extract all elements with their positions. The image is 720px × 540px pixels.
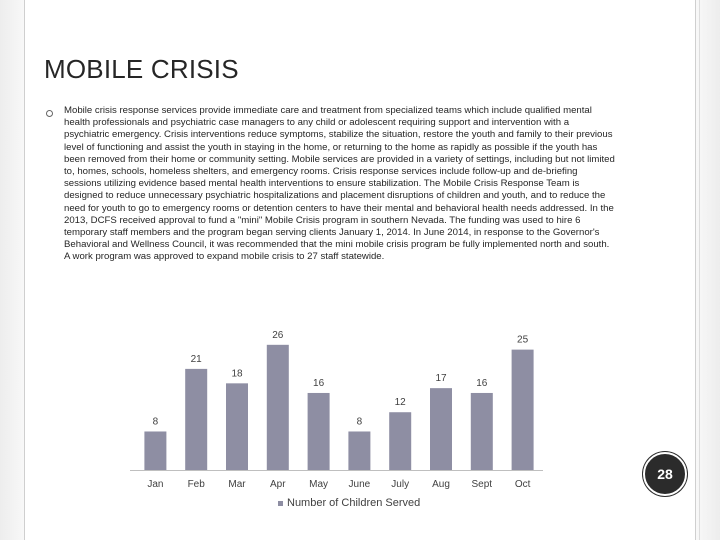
- x-tick-may: May: [309, 479, 328, 490]
- x-tick-sept: Sept: [472, 479, 493, 490]
- data-label-may: 16: [313, 378, 325, 389]
- data-label-aug: 17: [435, 373, 447, 384]
- x-tick-oct: Oct: [515, 479, 531, 490]
- x-tick-aug: Aug: [432, 479, 450, 490]
- right-frame-band: [696, 0, 720, 540]
- x-tick-mar: Mar: [228, 479, 246, 490]
- right-frame-line: [695, 0, 696, 540]
- legend-label: Number of Children Served: [287, 497, 421, 509]
- bar-oct: [511, 349, 534, 470]
- x-tick-jan: Jan: [147, 479, 163, 490]
- data-label-jan: 8: [153, 416, 159, 427]
- bar-june: [348, 431, 371, 470]
- legend-swatch-icon: [278, 500, 283, 506]
- bar-mar: [226, 383, 248, 470]
- page-number-badge: 28: [643, 452, 687, 496]
- bar-apr: [266, 344, 289, 470]
- data-label-sept: 16: [476, 378, 488, 389]
- bullet-icon: [46, 110, 53, 117]
- bar-may: [307, 392, 330, 470]
- chart-legend: Number of Children Served: [278, 497, 420, 509]
- data-label-july: 12: [395, 397, 407, 408]
- left-frame-line: [24, 0, 25, 540]
- bar-chart: 8 Jan 21 Feb 18 Mar 26 Apr 16 May 8 June 12 July 17 Aug…: [130, 330, 543, 490]
- data-label-mar: 18: [231, 368, 243, 379]
- x-tick-feb: Feb: [188, 479, 206, 490]
- bar-jan: [144, 431, 167, 470]
- bar-feb: [185, 368, 208, 470]
- bar-aug: [430, 388, 452, 470]
- bar-july: [389, 412, 412, 470]
- x-tick-june: June: [349, 479, 371, 490]
- body-paragraph: Mobile crisis response services provide …: [64, 105, 615, 263]
- data-label-apr: 26: [272, 330, 284, 341]
- x-tick-apr: Apr: [270, 479, 286, 490]
- x-tick-july: July: [391, 479, 409, 490]
- data-label-oct: 25: [517, 335, 529, 346]
- data-label-june: 8: [357, 416, 363, 427]
- right-frame-line-outer: [699, 0, 700, 540]
- left-frame-band: [0, 0, 24, 540]
- slide-title: MOBILE CRISIS: [44, 54, 239, 84]
- data-label-feb: 21: [191, 354, 203, 365]
- bar-sept: [470, 392, 493, 470]
